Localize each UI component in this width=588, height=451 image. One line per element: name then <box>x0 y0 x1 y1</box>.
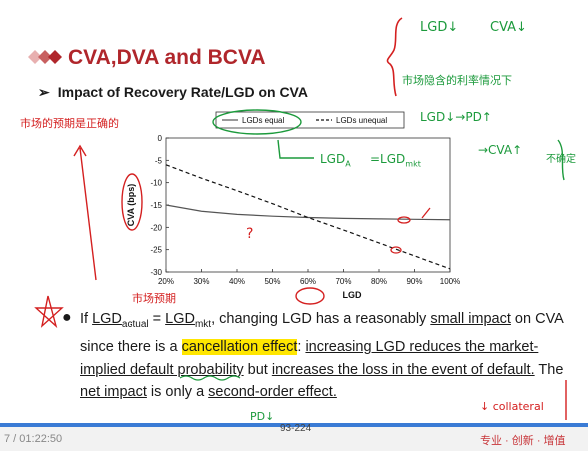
brace-stroke <box>386 17 403 97</box>
series-line-2 <box>165 164 451 270</box>
bullet-paragraph: If LGDactual = LGDmkt, changing LGD has … <box>80 308 570 404</box>
y-tick-label: -5 <box>155 156 163 165</box>
x-tick-label: 100% <box>440 277 460 286</box>
cancellation-effect-phrase: cancellation effect <box>181 339 298 356</box>
chart-series <box>165 164 451 270</box>
bullet-part-3: on CVA since there is a <box>80 311 564 356</box>
y-tick-label: 0 <box>158 134 163 143</box>
legend-label-2: LGDs unequal <box>336 116 387 125</box>
red-star-stroke <box>34 295 64 329</box>
y-tick-label: -15 <box>150 201 162 210</box>
annotation-lgd-a-sub: A <box>345 159 351 169</box>
x-tick-label: 30% <box>193 277 209 286</box>
annotation-uncertain: 不确定 <box>546 154 576 165</box>
x-tick-label: 40% <box>229 277 245 286</box>
bullet-part-5: but <box>243 361 272 378</box>
x-tick-label: 60% <box>300 277 316 286</box>
annotation-lgd-mkt-sub: mkt <box>405 159 421 169</box>
footer-band <box>0 427 588 451</box>
arrow-bullet-icon: ➢ <box>38 84 50 100</box>
player-time: 7 / 01:22:50 <box>4 433 63 445</box>
small-impact-phrase: small impact <box>430 311 511 327</box>
annotation-cva-down: CVA↓ <box>490 20 527 35</box>
x-tick-label: 90% <box>406 277 422 286</box>
y-tick-label: -10 <box>150 179 162 188</box>
x-tick-label: 20% <box>158 277 174 286</box>
bullet-part-6: The <box>534 361 564 378</box>
bullet-part-7: is only a <box>146 384 209 401</box>
lgd-actual-term: LGDactual <box>92 311 149 330</box>
diamond-logo-icon <box>28 50 62 64</box>
increasing-lgd-phrase: increasing LGD reduces the market-implie… <box>80 339 539 378</box>
annotation-pd-down: PD↓ <box>250 410 275 423</box>
red-arrow-stroke <box>73 144 97 281</box>
annotation-question: ? <box>246 226 254 242</box>
x-tick-label: 50% <box>264 277 280 286</box>
net-impact-phrase: net impact <box>80 384 147 401</box>
lgd-mkt-main: LGD <box>165 311 195 327</box>
annotation-market-expect: 市场预期 <box>132 292 176 305</box>
slide-title: CVA,DVA and BCVA <box>68 46 266 69</box>
bullet-part-1: If <box>80 311 93 327</box>
x-tick-label: 70% <box>335 277 351 286</box>
annotation-market-correct: 市场的预期是正确的 <box>20 117 119 130</box>
annotation-implied-rate: 市场隐含的利率情况下 <box>402 74 512 87</box>
y-tick-label: -20 <box>150 223 162 232</box>
annotation-lgd-down: LGD↓ <box>420 20 459 35</box>
annotation-lgd-a: LGDA <box>320 152 351 168</box>
lgd-mkt-term: LGDmkt <box>165 311 212 330</box>
y-axis-label: CVA (bps) <box>126 184 136 227</box>
x-tick-label: 80% <box>371 277 387 286</box>
annotation-lgd-pd: LGD↓→PD↑ <box>420 110 492 124</box>
y-tick-label: -30 <box>150 268 162 277</box>
equals-sign: = <box>148 311 166 327</box>
footer-bar <box>0 423 588 427</box>
lgd-mkt-subscript: mkt <box>194 318 212 330</box>
chart-legend: LGDs equal LGDs unequal <box>215 111 405 129</box>
annotation-collateral: ↓ collateral <box>480 400 544 413</box>
legend-label-1: LGDs equal <box>242 116 284 125</box>
page-number: 93-224 <box>280 423 312 434</box>
annotation-cva-up: →CVA↑ <box>478 143 523 157</box>
increases-loss-phrase: increases the loss in the event of defau… <box>271 361 535 378</box>
footer-slogan: 专业 · 创新 · 增值 <box>480 435 566 447</box>
series-line-1 <box>165 204 451 221</box>
x-axis-label: LGD <box>343 290 362 300</box>
annotation-lgd-mkt: =LGDmkt <box>370 152 421 168</box>
bullet-dot-icon: ● <box>62 309 72 326</box>
second-order-phrase: second-order effect. <box>208 384 337 401</box>
lgd-actual-subscript: actual <box>121 318 149 330</box>
bullet-part-4: : <box>297 339 306 356</box>
lgd-actual-main: LGD <box>92 311 122 327</box>
bullet-part-2: , changing LGD has a reasonably <box>211 311 431 327</box>
annotation-lgd-mkt-main: =LGD <box>370 152 406 166</box>
annotation-lgd-a-main: LGD <box>320 152 346 166</box>
slide-subtitle: ➢ Impact of Recovery Rate/LGD on CVA <box>38 84 308 101</box>
subtitle-text: Impact of Recovery Rate/LGD on CVA <box>57 84 308 100</box>
y-tick-label: -25 <box>150 246 162 255</box>
